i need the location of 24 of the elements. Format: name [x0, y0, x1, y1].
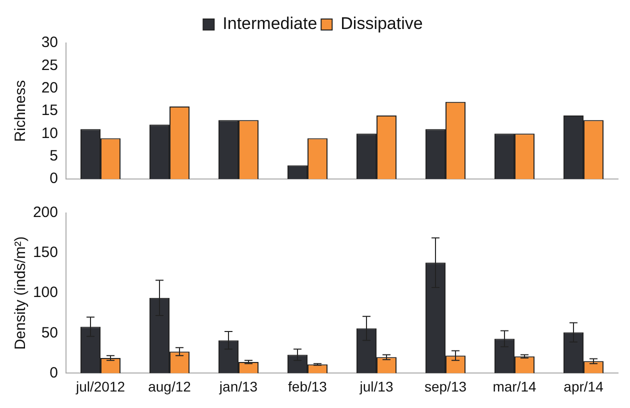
x-tick-label: sep/13 [424, 378, 467, 394]
y-tick-label: 100 [32, 284, 58, 302]
y-tick-label: 50 [41, 324, 58, 342]
y-tick-label: 20 [41, 79, 58, 96]
legend-label: Dissipative [340, 14, 423, 34]
x-tick-label: jul/13 [358, 378, 394, 394]
y-tick-label: 150 [32, 244, 58, 262]
y-tick-label: 25 [41, 56, 58, 74]
y-tick-label: 15 [41, 102, 58, 120]
y-tick-label: 30 [41, 34, 58, 52]
x-tick-label: jan/13 [218, 378, 258, 394]
legend-label: Intermediate [222, 14, 318, 34]
y-axis-title: Richness [12, 80, 30, 142]
y-axis-title: Density (inds/m²) [12, 236, 30, 350]
y-tick-label: 10 [41, 124, 58, 142]
y-tick-label: 0 [50, 364, 58, 382]
x-tick-label: aug/12 [148, 378, 192, 394]
x-tick-label: mar/14 [492, 378, 536, 394]
x-tick-label: apr/14 [564, 378, 604, 394]
y-tick-label: 200 [32, 204, 58, 222]
y-tick-label: 5 [50, 147, 58, 164]
x-tick-label: jul/2012 [74, 378, 126, 394]
x-tick-label: feb/13 [288, 378, 328, 394]
y-tick-label: 0 [50, 170, 58, 188]
